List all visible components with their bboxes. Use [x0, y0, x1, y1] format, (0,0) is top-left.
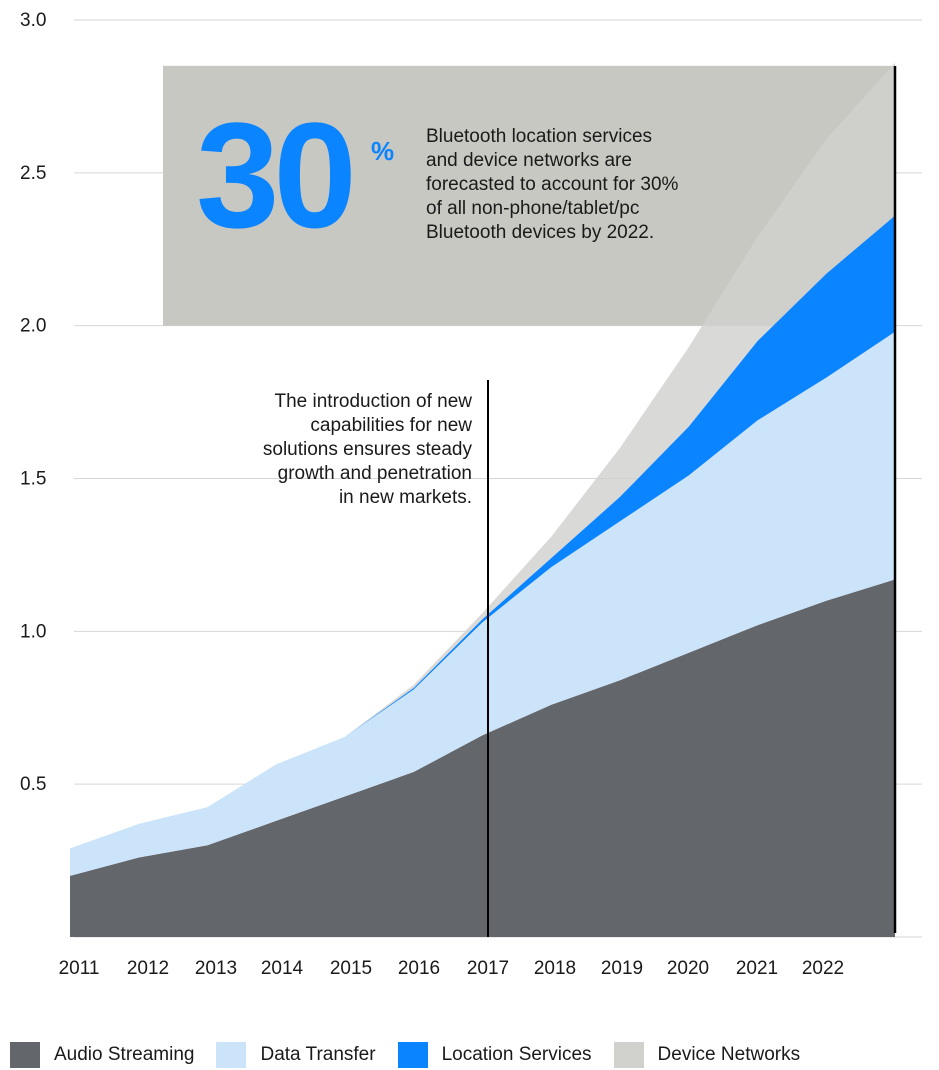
- x-tick-label: 2011: [59, 958, 100, 979]
- x-tick-label: 2020: [667, 958, 709, 979]
- y-tick-label: 2.0: [20, 316, 46, 337]
- x-tick-label: 2019: [601, 958, 643, 979]
- legend-item-location-services: Location Services: [397, 1042, 592, 1068]
- callout-text: Bluetooth location services and device ne…: [426, 126, 679, 243]
- legend-label: Audio Streaming: [54, 1044, 195, 1065]
- annotation-line: in new markets.: [339, 487, 472, 508]
- stacked-area-chart: 3.02.52.01.51.00.5 2011 2012 2013 2014 2015 2…: [20, 10, 922, 979]
- callout-line: of all non-phone/tablet/pc: [426, 198, 639, 219]
- marker-lines: [487, 66, 897, 937]
- annotation-line: capabilities for new: [310, 415, 472, 436]
- legend-item-device-networks: Device Networks: [613, 1042, 801, 1068]
- y-axis-ticks: 3.0 2.5 2.0 1.5 1.0 0.5: [20, 10, 46, 795]
- callout-line: forecasted to account for 30%: [426, 174, 679, 195]
- callout-line: Bluetooth devices by 2022.: [426, 222, 654, 243]
- y-tick-label: 1.0: [20, 621, 46, 642]
- x-tick-label: 2014: [261, 958, 304, 979]
- annotation-line: solutions ensures steady: [263, 439, 473, 460]
- legend: Audio Streaming Data Transfer Location S…: [10, 1041, 800, 1069]
- left-annotation-text: The introduction of new capabilities for …: [263, 391, 473, 508]
- y-tick-label: 3.0: [20, 10, 46, 31]
- y-tick-label: 2.5: [20, 163, 46, 184]
- area-data-transfer: [70, 331, 895, 876]
- legend-swatch: [397, 1042, 428, 1068]
- x-tick-label: 2021: [736, 958, 778, 979]
- y-tick-label: 1.5: [20, 469, 46, 490]
- x-axis-ticks: 2011 2012 2013 2014 2015 2016 2017 2018 2019 2020…: [59, 958, 845, 979]
- x-tick-label: 2015: [330, 958, 372, 979]
- legend-label: Device Networks: [657, 1044, 801, 1065]
- y-tick-label: 0.5: [20, 774, 46, 795]
- x-tick-label: 2012: [127, 958, 169, 979]
- legend-item-data-transfer: Data Transfer: [216, 1042, 376, 1068]
- legend-swatch: [10, 1042, 40, 1068]
- x-tick-label: 2013: [195, 958, 237, 979]
- callout-line: and device networks are: [426, 150, 632, 171]
- area-audio-streaming: [70, 579, 895, 937]
- callout-percent-sign: %: [371, 136, 394, 166]
- legend-swatch: [216, 1042, 247, 1068]
- legend-item-audio-streaming: Audio Streaming: [10, 1042, 194, 1068]
- legend-label: Location Services: [441, 1044, 592, 1065]
- annotation-line: growth and penetration: [278, 463, 472, 484]
- x-tick-label: 2017: [467, 958, 509, 979]
- x-tick-label: 2022: [802, 958, 844, 979]
- callout-line: Bluetooth location services: [426, 126, 652, 147]
- callout-big-number: 30: [196, 91, 351, 259]
- annotation-line: The introduction of new: [274, 391, 472, 412]
- legend-swatch: [613, 1042, 644, 1068]
- series-areas: [70, 62, 895, 937]
- x-tick-label: 2018: [534, 958, 576, 979]
- annotations: 30 % Bluetooth location services and devi…: [196, 91, 679, 508]
- x-tick-label: 2016: [398, 958, 440, 979]
- legend-label: Data Transfer: [260, 1044, 376, 1065]
